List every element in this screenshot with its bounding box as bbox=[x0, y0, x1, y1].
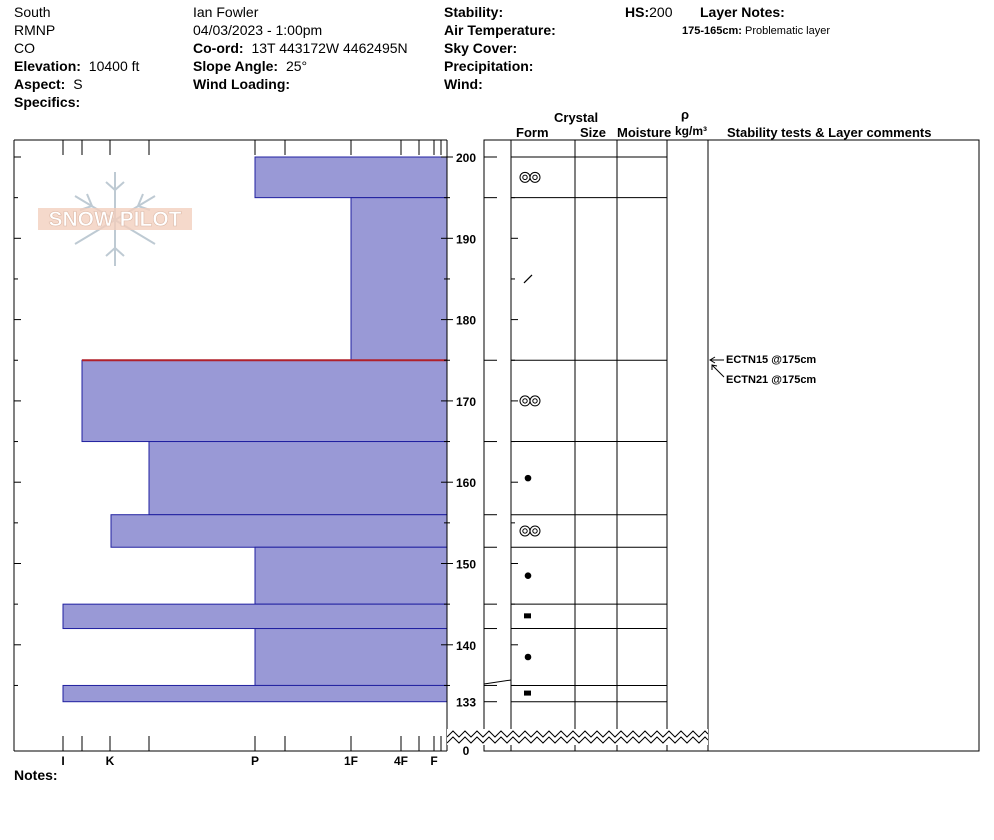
col-stability-tests: Stability tests & Layer comments bbox=[727, 125, 932, 140]
elevation-row: Elevation: 10400 ft bbox=[14, 57, 139, 75]
layer-bar-8 bbox=[62, 684, 448, 703]
depth-label-200: 200 bbox=[456, 151, 476, 165]
hardness-label-1f: 1F bbox=[344, 754, 358, 768]
precip-label: Precipitation: bbox=[444, 58, 534, 74]
rounds-symbol-inner bbox=[522, 398, 528, 404]
hs-label: HS: bbox=[625, 4, 650, 20]
layer-bar-0 bbox=[254, 156, 448, 199]
depth-label-170: 170 bbox=[456, 395, 476, 409]
layer-note-text: Problematic layer bbox=[745, 25, 830, 37]
stability-test-1: ECTN15 @175cm bbox=[726, 354, 817, 366]
depth-label-133: 133 bbox=[456, 696, 476, 710]
logo-text: SNOW PILOT bbox=[49, 208, 182, 231]
layer-bar-5 bbox=[254, 546, 448, 605]
depth-label-0: 0 bbox=[463, 744, 470, 758]
observer-name: Ian Fowler bbox=[193, 4, 259, 20]
table-rows bbox=[483, 156, 667, 703]
aspect-value: S bbox=[73, 76, 83, 92]
depth-label-180: 180 bbox=[456, 314, 476, 328]
hardness-label-k: K bbox=[106, 754, 115, 768]
layer-bar-2 bbox=[81, 359, 448, 443]
slope-value: 25° bbox=[285, 58, 308, 74]
break-zigzag-bottom bbox=[446, 736, 709, 744]
col-density-unit: kg/m³ bbox=[675, 124, 708, 138]
stability-test-2: ECTN21 @175cm bbox=[726, 374, 817, 386]
wind-loading-label: Wind Loading: bbox=[193, 76, 291, 92]
layer-note-range: 175-165cm: bbox=[682, 25, 742, 37]
layer-note-row: 175-165cm: Problematic layer bbox=[682, 24, 830, 38]
table-connector bbox=[483, 679, 512, 685]
melt-freeze-symbol bbox=[524, 653, 532, 661]
melt-freeze-symbol bbox=[524, 572, 532, 579]
sky-cover-label: Sky Cover: bbox=[444, 40, 518, 56]
rounds-symbol-inner bbox=[532, 528, 538, 534]
crust-symbol bbox=[524, 613, 531, 619]
rounds-symbol bbox=[519, 525, 531, 537]
rounds-symbol bbox=[519, 171, 531, 183]
header-location-3: CO bbox=[14, 40, 35, 56]
rounds-symbol-inner bbox=[532, 174, 538, 181]
hardness-ticks: I K P 1F 4F F bbox=[61, 140, 442, 768]
hs-value: 200 bbox=[649, 4, 673, 20]
notes-label: Notes: bbox=[14, 767, 58, 783]
fragments-symbol bbox=[523, 274, 533, 284]
rounds-symbol bbox=[519, 395, 531, 407]
rounds-symbol-inner bbox=[522, 528, 528, 534]
elevation-value: 10400 ft bbox=[88, 58, 140, 74]
layer-notes-label: Layer Notes: bbox=[700, 4, 785, 20]
col-crystal: Crystal bbox=[554, 110, 599, 125]
depth-label-140: 140 bbox=[456, 639, 476, 653]
coord-label: Co-ord: bbox=[193, 40, 244, 56]
layer-bar-4 bbox=[110, 514, 448, 548]
layer-bars bbox=[62, 156, 448, 703]
crystal-table bbox=[483, 139, 709, 752]
depth-label-160: 160 bbox=[456, 476, 476, 490]
observation-datetime: 04/03/2023 - 1:00pm bbox=[193, 22, 323, 38]
col-moisture: Moisture bbox=[617, 125, 672, 140]
layer-bar-3 bbox=[148, 441, 448, 516]
hardness-label-4f: 4F bbox=[394, 754, 408, 768]
rounds-symbol-inner bbox=[522, 174, 528, 181]
hs-row: HS:200 bbox=[625, 3, 672, 21]
break-zigzag-top bbox=[446, 730, 709, 738]
header-location-1: South bbox=[14, 4, 51, 20]
col-rho: ρ bbox=[681, 107, 690, 122]
header-location-2: RMNP bbox=[14, 22, 56, 38]
layer-bar-6 bbox=[62, 603, 448, 630]
left-ticks bbox=[14, 156, 21, 686]
slope-row: Slope Angle: 25° bbox=[193, 57, 307, 75]
rounds-symbol bbox=[529, 171, 541, 183]
aspect-row: Aspect: S bbox=[14, 75, 83, 93]
snowflake-icon bbox=[74, 172, 156, 266]
depth-label-190: 190 bbox=[456, 232, 476, 246]
rounds-symbol-inner bbox=[532, 398, 538, 404]
grain-forms bbox=[519, 171, 541, 696]
layer-bar-1 bbox=[350, 197, 448, 361]
depth-label-150: 150 bbox=[456, 558, 476, 572]
hardness-label-p: P bbox=[251, 754, 259, 768]
stability-arrows bbox=[709, 356, 725, 378]
coord-row: Co-ord: 13T 443172W 4462495N bbox=[193, 39, 408, 57]
hardness-label-i: I bbox=[61, 754, 64, 768]
melt-freeze-symbol bbox=[524, 474, 532, 482]
elevation-label: Elevation: bbox=[14, 58, 81, 74]
wind-label: Wind: bbox=[444, 76, 483, 92]
rounds-symbol bbox=[529, 395, 541, 407]
stability-label: Stability: bbox=[444, 4, 504, 20]
col-form: Form bbox=[516, 125, 549, 140]
layer-bar-7 bbox=[254, 628, 448, 686]
hardness-label-f: F bbox=[430, 754, 437, 768]
air-temp-label: Air Temperature: bbox=[444, 22, 556, 38]
aspect-label: Aspect: bbox=[14, 76, 66, 92]
coord-value: 13T 443172W 4462495N bbox=[251, 40, 408, 56]
snowpilot-logo: SNOW PILOT bbox=[38, 172, 192, 266]
col-size: Size bbox=[580, 125, 607, 140]
depth-ticks: 200 190 180 170 160 150 140 133 0 bbox=[441, 151, 518, 758]
specifics-label: Specifics: bbox=[14, 94, 81, 110]
stability-column bbox=[707, 139, 980, 752]
rounds-symbol bbox=[529, 525, 541, 537]
slope-label: Slope Angle: bbox=[193, 58, 279, 74]
crust-symbol bbox=[524, 690, 531, 696]
